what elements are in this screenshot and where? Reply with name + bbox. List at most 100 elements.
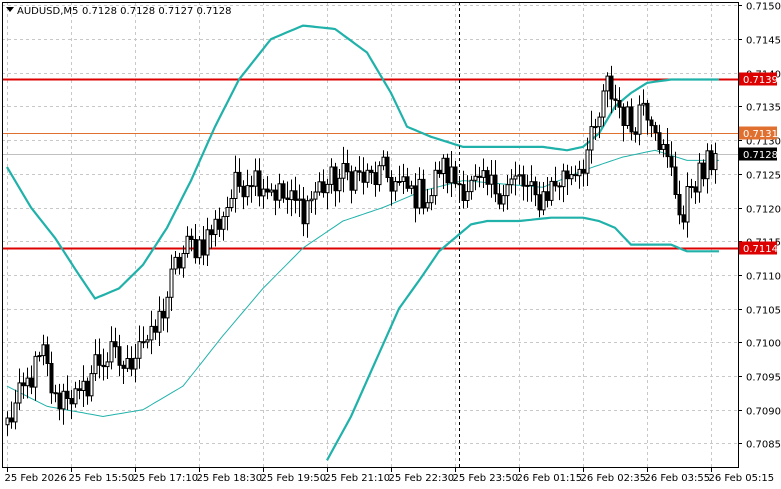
candle[interactable] bbox=[577, 160, 582, 189]
candle[interactable] bbox=[565, 164, 570, 195]
candle[interactable] bbox=[657, 124, 662, 154]
candle[interactable] bbox=[469, 175, 474, 200]
candle[interactable] bbox=[185, 226, 190, 258]
candle[interactable] bbox=[29, 365, 34, 395]
candle[interactable] bbox=[405, 167, 410, 192]
candle[interactable] bbox=[673, 151, 678, 199]
candle[interactable] bbox=[173, 251, 178, 275]
candle[interactable] bbox=[557, 182, 562, 201]
candle[interactable] bbox=[69, 389, 74, 420]
candle[interactable] bbox=[497, 184, 502, 210]
candle[interactable] bbox=[293, 176, 298, 214]
candle[interactable] bbox=[437, 161, 442, 178]
candle[interactable] bbox=[377, 161, 382, 192]
candle[interactable] bbox=[109, 326, 114, 370]
candle[interactable] bbox=[129, 346, 134, 377]
candles[interactable] bbox=[5, 65, 718, 436]
candle[interactable] bbox=[373, 161, 378, 197]
candle[interactable] bbox=[669, 141, 674, 176]
candle[interactable] bbox=[189, 228, 194, 252]
candle[interactable] bbox=[417, 167, 422, 215]
candle[interactable] bbox=[365, 163, 370, 188]
candle[interactable] bbox=[321, 169, 326, 198]
candle[interactable] bbox=[209, 224, 214, 249]
candle[interactable] bbox=[705, 143, 710, 194]
candle[interactable] bbox=[105, 352, 110, 379]
candle[interactable] bbox=[233, 155, 238, 213]
candle[interactable] bbox=[477, 166, 482, 188]
candle[interactable] bbox=[533, 176, 538, 207]
candle[interactable] bbox=[421, 169, 426, 215]
candle[interactable] bbox=[573, 165, 578, 182]
candle[interactable] bbox=[325, 178, 330, 210]
candle[interactable] bbox=[229, 189, 234, 212]
candle[interactable] bbox=[121, 360, 126, 384]
candle[interactable] bbox=[441, 154, 446, 189]
candle[interactable] bbox=[345, 149, 350, 181]
candle[interactable] bbox=[625, 101, 630, 129]
candle[interactable] bbox=[145, 334, 150, 349]
candle[interactable] bbox=[521, 165, 526, 201]
candle[interactable] bbox=[677, 180, 682, 225]
candle[interactable] bbox=[481, 158, 486, 189]
candle[interactable] bbox=[125, 345, 130, 372]
candle[interactable] bbox=[285, 181, 290, 214]
candle[interactable] bbox=[397, 165, 402, 186]
candle[interactable] bbox=[245, 169, 250, 206]
candle[interactable] bbox=[549, 177, 554, 206]
candle[interactable] bbox=[17, 368, 22, 411]
candle[interactable] bbox=[693, 181, 698, 204]
candle[interactable] bbox=[181, 245, 186, 278]
candle[interactable] bbox=[569, 166, 574, 186]
candle[interactable] bbox=[453, 161, 458, 188]
candle[interactable] bbox=[601, 84, 606, 127]
candle[interactable] bbox=[645, 100, 650, 135]
candle[interactable] bbox=[385, 151, 390, 183]
candle[interactable] bbox=[381, 150, 386, 171]
candle[interactable] bbox=[205, 217, 210, 266]
candle[interactable] bbox=[113, 327, 118, 359]
candle[interactable] bbox=[401, 163, 406, 194]
candle[interactable] bbox=[281, 180, 286, 203]
candle[interactable] bbox=[413, 173, 418, 223]
candle[interactable] bbox=[25, 367, 30, 399]
candle[interactable] bbox=[713, 142, 718, 184]
candle[interactable] bbox=[509, 169, 514, 194]
candle[interactable] bbox=[525, 174, 530, 202]
candle[interactable] bbox=[73, 381, 78, 408]
candle[interactable] bbox=[605, 72, 610, 108]
candle[interactable] bbox=[449, 151, 454, 197]
candle[interactable] bbox=[637, 95, 642, 146]
candle[interactable] bbox=[133, 343, 138, 383]
candle[interactable] bbox=[141, 326, 146, 349]
candle[interactable] bbox=[537, 181, 542, 218]
candle[interactable] bbox=[297, 184, 302, 218]
candle[interactable] bbox=[161, 298, 166, 331]
candle[interactable] bbox=[277, 173, 282, 208]
candle[interactable] bbox=[13, 389, 18, 430]
candle[interactable] bbox=[589, 110, 594, 164]
candle[interactable] bbox=[609, 65, 614, 114]
chart-menu-triangle-icon[interactable] bbox=[6, 7, 14, 12]
candle[interactable] bbox=[445, 153, 450, 194]
candle[interactable] bbox=[81, 365, 86, 407]
candle[interactable] bbox=[461, 170, 466, 209]
candle[interactable] bbox=[353, 166, 358, 194]
candle[interactable] bbox=[193, 224, 198, 264]
candle[interactable] bbox=[633, 127, 638, 143]
candle[interactable] bbox=[21, 372, 26, 399]
candle[interactable] bbox=[513, 161, 518, 196]
candle[interactable] bbox=[593, 118, 598, 140]
candle[interactable] bbox=[249, 175, 254, 203]
candle[interactable] bbox=[661, 139, 666, 158]
candle[interactable] bbox=[253, 158, 258, 197]
candle[interactable] bbox=[613, 84, 618, 110]
candle[interactable] bbox=[57, 383, 62, 421]
candle[interactable] bbox=[337, 169, 342, 203]
candle[interactable] bbox=[241, 180, 246, 210]
candle[interactable] bbox=[517, 164, 522, 185]
candle[interactable] bbox=[149, 310, 154, 355]
candle[interactable] bbox=[697, 153, 702, 203]
